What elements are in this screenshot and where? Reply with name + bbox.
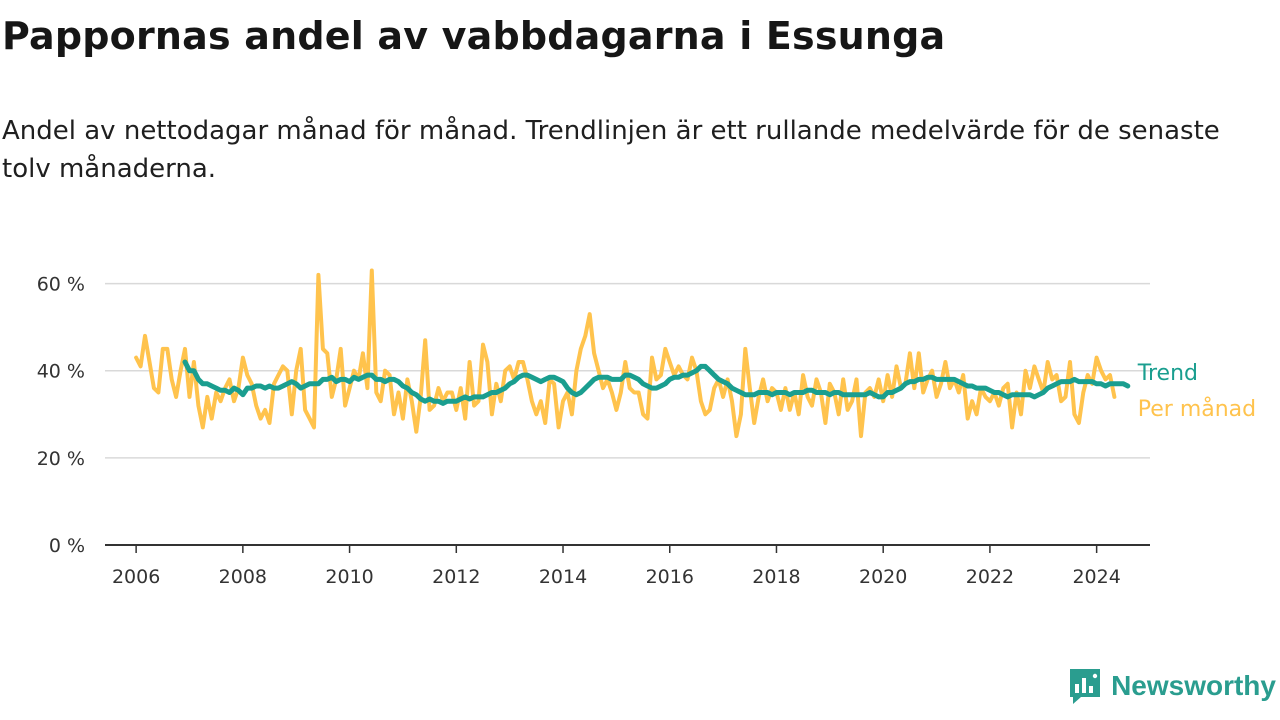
x-tick-label: 2014: [539, 566, 587, 588]
brand-name: Newsworthy: [1111, 670, 1276, 701]
legend-label-trend: Trend: [1137, 361, 1198, 386]
direct-labels: Trend Per månad: [1137, 361, 1256, 422]
y-axis-ticks: 0 % 20 % 40 % 60 %: [37, 274, 85, 557]
chart-title: Pappornas andel av vabbdagarna i Essunga: [2, 14, 946, 58]
y-tick-label: 60 %: [37, 274, 85, 296]
x-tick-label: 2016: [646, 566, 694, 588]
y-tick-label: 20 %: [37, 448, 85, 470]
monthly-line: [134, 268, 1117, 439]
newsworthy-logo-icon: [1070, 669, 1101, 704]
x-tick-label: 2018: [752, 566, 800, 588]
y-tick-label: 0 %: [49, 535, 85, 557]
x-tick-label: 2010: [325, 566, 373, 588]
x-tick-label: 2008: [219, 566, 267, 588]
x-tick-label: 2006: [112, 566, 160, 588]
legend-label-per-manad: Per månad: [1138, 396, 1256, 422]
x-tick-label: 2024: [1072, 566, 1120, 588]
x-tick-label: 2020: [859, 566, 907, 588]
x-axis: 2006 2008 2010 2012 2014 2016 2018 2020 2022 2024: [105, 544, 1150, 588]
chart-subtitle: Andel av nettodagar månad för månad. Tre…: [2, 116, 1220, 184]
x-tick-label: 2012: [432, 566, 480, 588]
series-lines: [134, 268, 1131, 439]
x-tick-label: 2022: [966, 566, 1014, 588]
brand-logo: Newsworthy: [1067, 666, 1276, 706]
trend-line: [182, 359, 1131, 406]
y-tick-label: 40 %: [37, 361, 85, 383]
